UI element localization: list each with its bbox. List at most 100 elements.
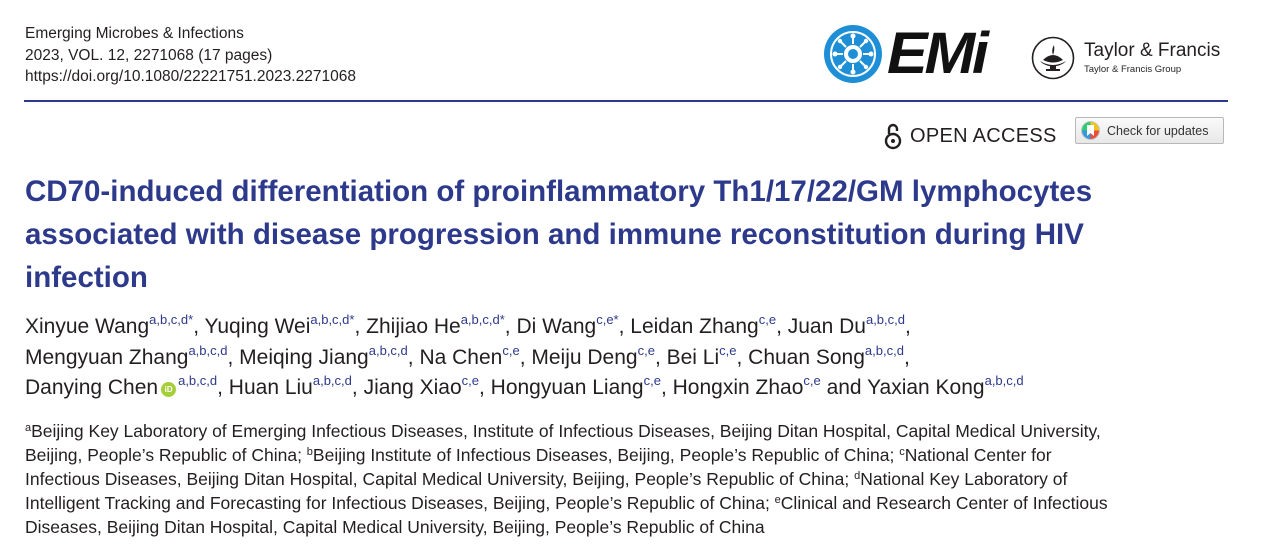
emi-logo-icon — [824, 25, 882, 83]
affiliation-line: Diseases, Beijing Ditan Hospital, Capita… — [25, 515, 1240, 539]
affiliation-text: Clinical and Research Center of Infectio… — [780, 493, 1108, 513]
emi-logo-text: EMi — [887, 21, 989, 86]
affiliation-text: Diseases, Beijing Ditan Hospital, Capita… — [25, 517, 765, 537]
author-separator: , — [227, 345, 240, 369]
affiliation-list: aBeijing Key Laboratory of Emerging Infe… — [25, 419, 1240, 539]
affiliation-letter: c — [899, 446, 905, 458]
open-access-label: OPEN ACCESS — [910, 124, 1057, 147]
journal-name: Emerging Microbes & Infections — [25, 25, 244, 42]
affiliation-marker[interactable]: c,e — [758, 312, 777, 327]
author-separator: , — [736, 345, 749, 369]
title-line: infection — [25, 261, 148, 294]
author-separator: , — [478, 376, 491, 399]
article-title: CD70-induced differentiation of proinfla… — [25, 170, 1235, 299]
affiliation-marker[interactable]: c,e* — [596, 312, 619, 327]
affiliation-marker[interactable]: a,b,c,d — [188, 342, 228, 358]
affiliation-text: National Center for — [904, 445, 1052, 465]
author-name[interactable]: Jiang Xiao — [363, 376, 462, 399]
affiliation-marker[interactable]: a,b,c,d — [865, 312, 905, 327]
author-separator: , — [776, 315, 788, 338]
author-name[interactable]: Leidan Zhang — [630, 315, 759, 338]
author-separator: , — [905, 315, 911, 338]
author-list: Xinyue Wanga,b,c,d*, Yuqing Weia,b,c,d*,… — [25, 312, 1240, 404]
affiliation-text: Infectious Diseases, Beijing Ditan Hospi… — [25, 469, 855, 489]
check-for-updates-button[interactable]: Check for updates — [1075, 117, 1224, 144]
author-name[interactable]: Hongyuan Liang — [490, 376, 644, 399]
affiliation-text: Beijing, People’s Republic of China; — [25, 445, 307, 465]
journal-info: Emerging Microbes & Infections 2023, VOL… — [25, 23, 356, 88]
affiliation-marker[interactable]: a,b,c,d — [984, 373, 1024, 388]
author-separator: , — [193, 315, 205, 338]
affiliation-marker[interactable]: a,b,c,d — [178, 373, 218, 388]
equal-contribution-marker: * — [499, 312, 505, 327]
doi-link[interactable]: https://doi.org/10.1080/22221751.2023.22… — [25, 68, 356, 85]
affiliation-marker[interactable]: a,b,c,d — [864, 342, 904, 358]
author-name[interactable]: Meiqing Jiang — [239, 345, 369, 369]
author-separator: , — [519, 345, 532, 369]
affiliation-text: Beijing Institute of Infectious Diseases… — [312, 445, 900, 465]
affiliation-marker[interactable]: a,b,c,d — [312, 373, 352, 388]
equal-contribution-marker: * — [613, 312, 619, 327]
affiliation-marker[interactable]: a,b,c,d* — [310, 312, 355, 327]
affiliation-marker[interactable]: c,e — [719, 342, 737, 358]
equal-contribution-marker: * — [188, 312, 194, 327]
author-separator: , — [407, 345, 420, 369]
header-divider — [24, 100, 1228, 102]
author-name[interactable]: Na Chen — [419, 345, 503, 369]
author-separator: , — [618, 315, 631, 338]
author-separator: , — [351, 376, 364, 399]
title-line: associated with disease progression and … — [25, 218, 1084, 251]
affiliation-text: Beijing Key Laboratory of Emerging Infec… — [31, 421, 1101, 441]
author-separator: and — [820, 376, 868, 399]
author-name[interactable]: Danying Chen — [25, 376, 159, 399]
author-separator: , — [217, 376, 229, 399]
open-access-lock-icon — [884, 123, 902, 150]
title-line: CD70-induced differentiation of proinfla… — [25, 175, 1093, 208]
author-name[interactable]: Chuan Song — [748, 345, 865, 369]
equal-contribution-marker: * — [349, 312, 355, 327]
author-line: Xinyue Wanga,b,c,d*, Yuqing Weia,b,c,d*,… — [25, 312, 1240, 343]
author-separator: , — [660, 376, 673, 399]
author-separator: , — [654, 345, 667, 369]
author-name[interactable]: Hongxin Zhao — [672, 376, 804, 399]
affiliation-text: National Key Laboratory of — [860, 469, 1068, 489]
author-name[interactable]: Meiju Deng — [531, 345, 638, 369]
affiliation-marker[interactable]: c,e — [502, 342, 520, 358]
author-name[interactable]: Di Wang — [516, 315, 597, 338]
affiliation-letter: b — [306, 446, 313, 458]
affiliation-marker[interactable]: a,b,c,d — [368, 342, 408, 358]
open-access-badge: OPEN ACCESS — [884, 122, 1057, 150]
author-name[interactable]: Yaxian Kong — [867, 376, 985, 399]
affiliation-marker[interactable]: c,e — [461, 373, 479, 388]
author-name[interactable]: Bei Li — [666, 345, 720, 369]
affiliation-letter: d — [854, 470, 861, 482]
author-name[interactable]: Mengyuan Zhang — [25, 345, 189, 369]
journal-volume: 2023, VOL. 12, 2271068 (17 pages) — [25, 46, 273, 64]
publisher-group: Taylor & Francis Group — [1084, 64, 1182, 75]
affiliation-marker[interactable]: c,e — [803, 373, 821, 388]
author-name[interactable]: Huan Liu — [228, 376, 313, 399]
affiliation-marker[interactable]: c,e — [637, 342, 655, 358]
orcid-icon[interactable]: iD — [161, 382, 177, 397]
affiliation-text: Intelligent Tracking and Forecasting for… — [25, 493, 775, 513]
emi-logo[interactable]: EMi — [823, 24, 989, 84]
affiliation-line: Beijing, People’s Republic of China; bBe… — [25, 443, 1240, 467]
affiliation-line: Intelligent Tracking and Forecasting for… — [25, 491, 1240, 515]
author-separator: , — [903, 345, 910, 369]
author-name[interactable]: Juan Du — [787, 315, 866, 338]
affiliation-letter: a — [25, 422, 32, 434]
affiliation-line: Infectious Diseases, Beijing Ditan Hospi… — [25, 467, 1240, 491]
author-line: Mengyuan Zhanga,b,c,d, Meiqing Jianga,b,… — [25, 343, 1240, 374]
author-name[interactable]: Yuqing Wei — [204, 315, 311, 338]
affiliation-marker[interactable]: c,e — [643, 373, 661, 388]
author-line: Danying Chen iDa,b,c,d, Huan Liua,b,c,d, … — [25, 373, 1240, 404]
affiliation-line: aBeijing Key Laboratory of Emerging Infe… — [25, 419, 1240, 443]
author-name[interactable]: Xinyue Wang — [25, 315, 150, 338]
author-separator: , — [504, 315, 517, 338]
author-name[interactable]: Zhijiao He — [366, 315, 461, 338]
affiliation-marker[interactable]: a,b,c,d* — [460, 312, 505, 327]
affiliation-letter: e — [774, 494, 781, 506]
publisher-name: Taylor & Francis — [1084, 40, 1221, 61]
taylor-francis-logo[interactable]: Taylor & Francis Taylor & Francis Group — [1031, 36, 1220, 80]
affiliation-marker[interactable]: a,b,c,d* — [149, 312, 194, 327]
